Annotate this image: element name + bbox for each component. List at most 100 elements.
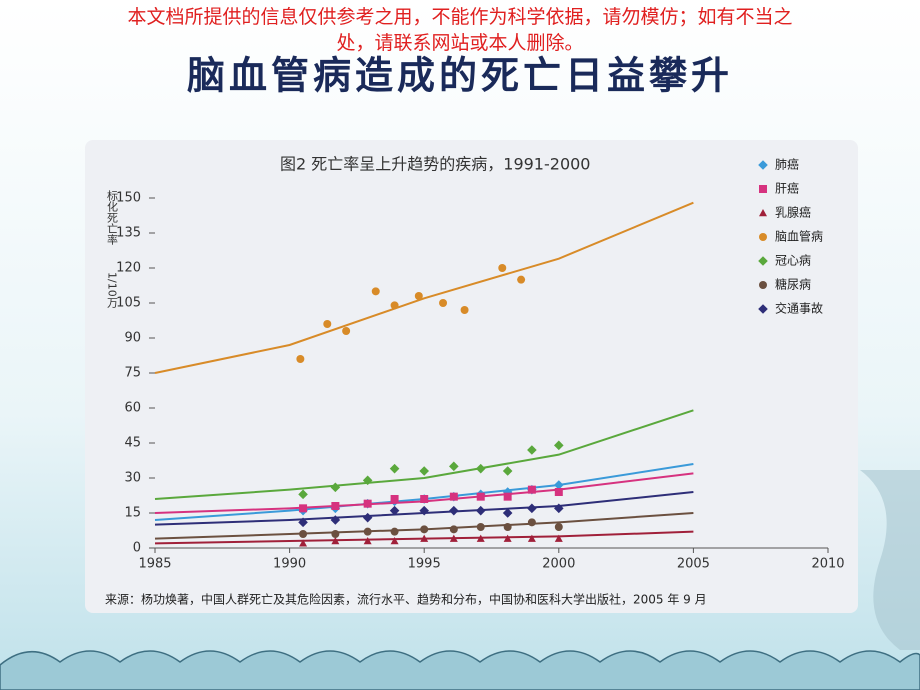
y-tick-label: 120: [116, 261, 141, 276]
data-point: [517, 275, 526, 284]
data-point: [296, 355, 305, 363]
data-point: [475, 505, 486, 516]
data-point: [460, 306, 469, 314]
legend-label: 乳腺癌: [775, 205, 811, 220]
data-point: [502, 508, 513, 518]
y-tick-label: 105: [116, 296, 141, 311]
data-point: [554, 503, 564, 514]
data-point: [331, 530, 340, 538]
data-point: [449, 505, 459, 516]
data-point: [330, 482, 341, 493]
x-tick-label: 2010: [811, 557, 844, 572]
data-point: [299, 530, 308, 538]
chart-title: 图2 死亡率呈上升趋势的疾病，1991-2000: [280, 155, 590, 174]
data-point: [475, 463, 486, 474]
data-point: [502, 466, 513, 476]
legend-marker: [759, 209, 767, 217]
data-point: [419, 466, 429, 476]
y-axis-label: 1/10万: [106, 272, 119, 308]
data-point: [298, 517, 308, 528]
data-point: [363, 499, 372, 508]
legend-marker: [758, 304, 768, 314]
y-tick-label: 150: [116, 191, 141, 206]
notice-line: 本文档所提供的信息仅供参考之用，不能作为科学依据，请勿模仿；如有不当之: [127, 6, 792, 28]
legend-marker: [758, 256, 768, 266]
data-point: [554, 523, 563, 531]
legend-marker: [759, 233, 767, 241]
data-point: [420, 534, 429, 542]
data-point: [363, 537, 372, 545]
data-point: [439, 299, 448, 307]
data-point: [299, 539, 308, 547]
data-point: [527, 534, 536, 542]
data-point: [419, 505, 429, 516]
data-point: [476, 492, 485, 501]
data-point: [362, 512, 373, 523]
legend-label: 脑血管病: [775, 229, 823, 244]
data-point: [503, 534, 512, 542]
data-point: [476, 534, 485, 542]
y-tick-label: 30: [124, 471, 141, 486]
data-point: [342, 327, 351, 335]
y-tick-label: 0: [133, 541, 141, 556]
data-point: [420, 495, 429, 503]
y-tick-label: 15: [124, 506, 141, 521]
data-point: [371, 287, 380, 296]
data-point: [390, 301, 399, 310]
y-tick-label: 60: [124, 401, 141, 416]
legend-label: 交通事故: [775, 301, 823, 316]
data-point: [554, 488, 563, 496]
data-point: [323, 320, 332, 328]
data-point: [331, 537, 340, 545]
x-tick-label: 2000: [542, 557, 575, 572]
y-tick-label: 90: [124, 331, 141, 346]
data-point: [390, 527, 399, 536]
data-point: [390, 495, 399, 503]
x-tick-label: 2005: [677, 557, 710, 572]
data-point: [362, 475, 373, 486]
legend-marker: [758, 160, 768, 170]
data-point: [449, 525, 458, 534]
data-point: [414, 292, 423, 300]
data-point: [389, 463, 400, 474]
legend-marker: [759, 185, 767, 193]
data-point: [476, 523, 485, 531]
trend-line: [154, 201, 694, 374]
data-point: [420, 525, 429, 534]
data-point: [554, 440, 564, 451]
data-point: [503, 492, 512, 501]
x-tick-label: 1995: [408, 557, 441, 572]
data-point: [389, 505, 400, 516]
y-axis-label: 标化死亡率: [106, 189, 119, 246]
legend-label: 糖尿病: [775, 277, 811, 292]
data-point: [527, 518, 536, 527]
notice-line: 处，请联系网站或本人删除。: [336, 32, 583, 54]
data-point: [503, 523, 512, 531]
legend-label: 冠心病: [775, 253, 811, 268]
data-point: [449, 461, 459, 472]
data-point: [527, 503, 537, 514]
y-tick-label: 135: [116, 226, 141, 241]
legend-label: 肺癌: [775, 157, 799, 172]
legend-label: 肝癌: [775, 181, 799, 196]
slide-title: 脑血管病造成的死亡日益攀升: [187, 54, 733, 98]
data-point: [298, 489, 308, 500]
trend-line: [154, 409, 694, 500]
y-tick-label: 75: [124, 366, 141, 381]
data-point: [390, 537, 399, 545]
data-point: [331, 502, 340, 510]
data-point: [554, 480, 564, 490]
dragon-decoration: [860, 470, 920, 650]
data-point: [449, 534, 458, 542]
chart-source: 来源：杨功焕著，中国人群死亡及其危险因素，流行水平、趋势和分布，中国协和医科大学…: [105, 592, 707, 607]
data-point: [449, 492, 458, 501]
data-point: [299, 504, 308, 513]
x-tick-label: 1990: [273, 557, 306, 572]
data-point: [554, 534, 563, 542]
legend-marker: [759, 281, 767, 289]
x-tick-label: 1985: [138, 557, 171, 572]
data-point: [498, 264, 507, 272]
data-point: [330, 515, 341, 525]
data-point: [527, 445, 537, 455]
